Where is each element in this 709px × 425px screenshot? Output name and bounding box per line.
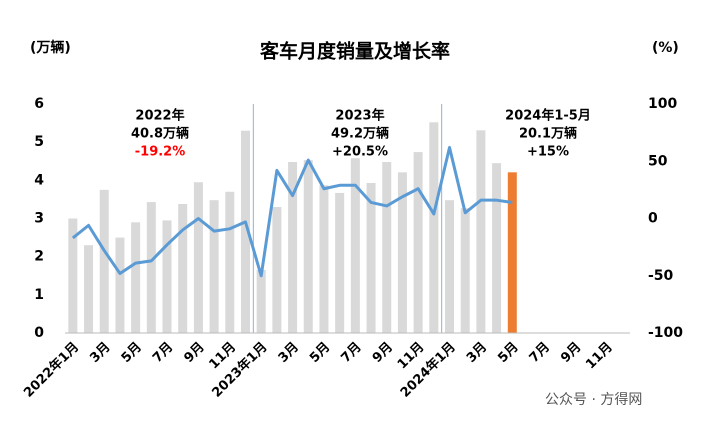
bar <box>397 172 407 333</box>
x-tick-label: 9月 <box>370 340 396 366</box>
bar <box>146 202 156 333</box>
bar <box>492 163 502 333</box>
bar <box>131 222 141 333</box>
bar <box>507 172 517 333</box>
bar <box>288 162 298 333</box>
y-tick-label: 3 <box>34 211 44 227</box>
x-tick-label: 2022年1月 <box>20 339 82 401</box>
bar <box>382 162 392 333</box>
y2-tick-label: 50 <box>648 153 668 169</box>
x-tick-label: 3月 <box>276 340 302 366</box>
y-tick-label: 4 <box>34 172 44 188</box>
footer: 公众号 · 方得网 <box>545 391 642 408</box>
annotation: 49.2万辆 <box>331 126 389 142</box>
bar <box>162 220 172 333</box>
annotation: 40.8万辆 <box>131 126 189 142</box>
annotation: +15% <box>527 145 569 160</box>
bar <box>272 207 282 333</box>
bar <box>319 185 329 333</box>
x-tick-label: 11月 <box>583 340 616 373</box>
bar <box>84 245 94 333</box>
x-tick-label: 5月 <box>307 340 333 366</box>
bar <box>335 192 345 333</box>
chart-title: 客车月度销量及增长率 <box>260 40 450 63</box>
bar <box>209 200 219 333</box>
x-tick-label: 9月 <box>182 340 208 366</box>
x-tick-label: 9月 <box>558 340 584 366</box>
x-tick-label: 7月 <box>527 340 553 366</box>
y2-tick-label: -100 <box>648 325 683 341</box>
y-tick-label: 1 <box>34 287 44 303</box>
y2-tick-label: -50 <box>648 268 674 284</box>
x-tick-label: 5月 <box>495 340 521 366</box>
bar <box>476 130 486 333</box>
x-tick-label: 7月 <box>150 340 176 366</box>
annotation: +20.5% <box>332 145 388 160</box>
x-tick-label: 3月 <box>87 340 113 366</box>
y-tick-label: 0 <box>34 325 44 341</box>
annotation: 2024年1-5月 <box>505 108 591 124</box>
bar <box>460 208 470 333</box>
bar <box>68 218 78 333</box>
bar <box>193 182 203 333</box>
bar <box>366 183 376 333</box>
annotation: 2022年 <box>135 108 184 124</box>
annotation: 20.1万辆 <box>519 126 577 142</box>
bar <box>256 270 266 333</box>
bar <box>225 191 235 333</box>
y-axis-label: (万辆) <box>30 39 71 56</box>
bar <box>240 130 250 333</box>
y-tick-label: 5 <box>34 134 44 150</box>
x-tick-label: 3月 <box>464 340 490 366</box>
y-tick-label: 6 <box>34 96 44 112</box>
x-tick-label: 5月 <box>119 340 145 366</box>
bar <box>413 152 423 333</box>
y2-axis-label: (%) <box>652 40 679 56</box>
bar <box>99 189 109 333</box>
bar <box>445 200 455 333</box>
annotation: 2023年 <box>335 108 384 124</box>
y-tick-label: 2 <box>34 249 44 265</box>
y2-tick-label: 100 <box>648 96 677 112</box>
x-tick-label: 7月 <box>338 340 364 366</box>
bar <box>350 158 360 333</box>
annotation: -19.2% <box>135 145 186 160</box>
bar <box>429 122 439 333</box>
bar <box>178 203 188 333</box>
y2-tick-label: 0 <box>648 211 658 227</box>
bar <box>115 237 125 333</box>
bar <box>303 160 313 333</box>
line <box>71 146 513 278</box>
